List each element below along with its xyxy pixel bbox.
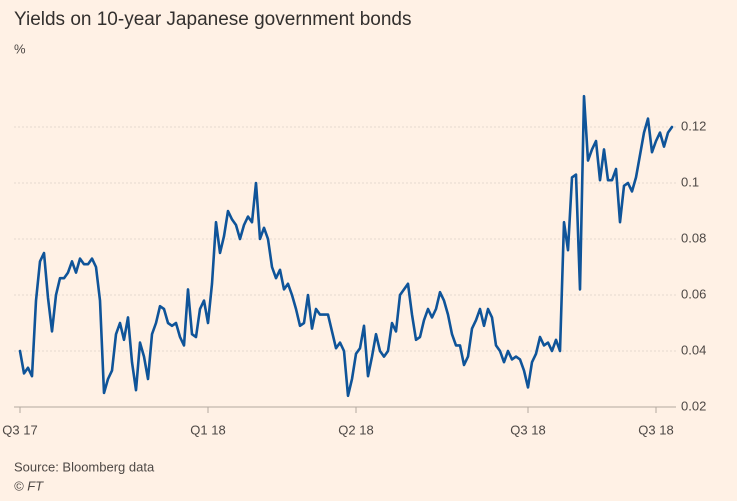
unit-label: %	[14, 41, 26, 56]
source: Source: Bloomberg data	[14, 459, 155, 474]
y-tick-label: 0.12	[681, 118, 706, 133]
y-tick-label: 0.1	[681, 174, 699, 189]
x-tick-label: Q3 18	[638, 422, 673, 437]
line-series	[18, 94, 674, 398]
x-tick-label: Q2 18	[338, 422, 373, 437]
x-tick-label: Q3 17	[2, 422, 37, 437]
y-tick-label: 0.04	[681, 342, 706, 357]
x-tick-label: Q3 18	[510, 422, 545, 437]
x-tick-label: Q1 18	[190, 422, 225, 437]
y-tick-label: 0.08	[681, 230, 706, 245]
y-tick-label: 0.02	[681, 398, 706, 413]
credit: © FT	[14, 478, 44, 493]
chart-title: Yields on 10-year Japanese government bo…	[14, 9, 412, 30]
y-tick-label: 0.06	[681, 286, 706, 301]
